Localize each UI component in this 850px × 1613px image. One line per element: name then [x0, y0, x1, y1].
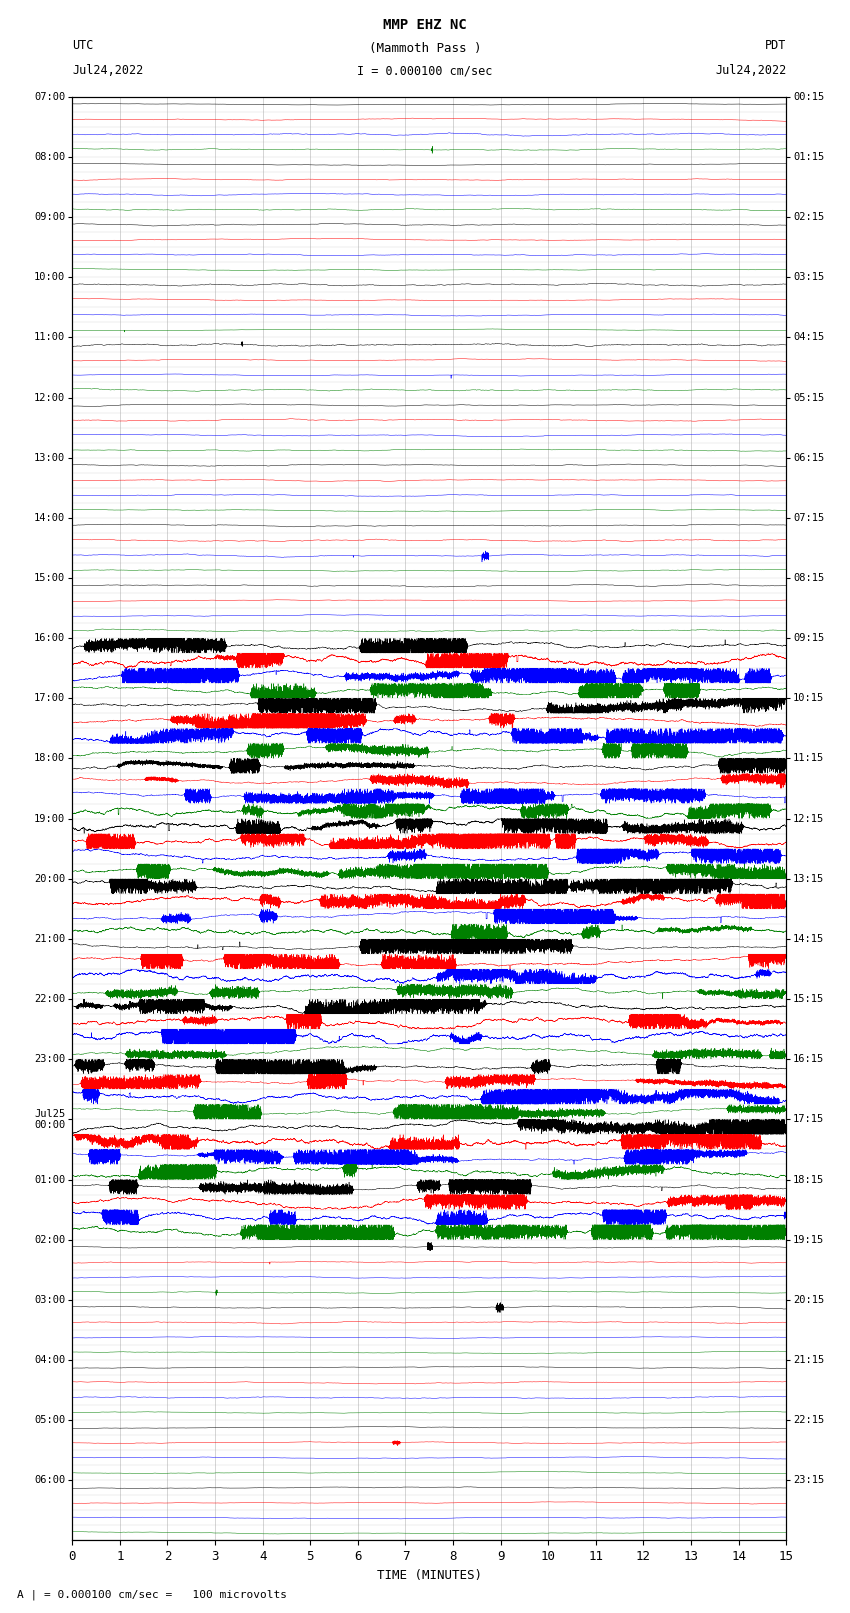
Text: UTC: UTC [72, 39, 94, 52]
Text: (Mammoth Pass ): (Mammoth Pass ) [369, 42, 481, 55]
Text: Jul24,2022: Jul24,2022 [715, 65, 786, 77]
Text: I = 0.000100 cm/sec: I = 0.000100 cm/sec [357, 65, 493, 77]
Text: PDT: PDT [765, 39, 786, 52]
Text: Jul24,2022: Jul24,2022 [72, 65, 144, 77]
X-axis label: TIME (MINUTES): TIME (MINUTES) [377, 1569, 482, 1582]
Text: A | = 0.000100 cm/sec =   100 microvolts: A | = 0.000100 cm/sec = 100 microvolts [17, 1589, 287, 1600]
Text: MMP EHZ NC: MMP EHZ NC [383, 18, 467, 32]
